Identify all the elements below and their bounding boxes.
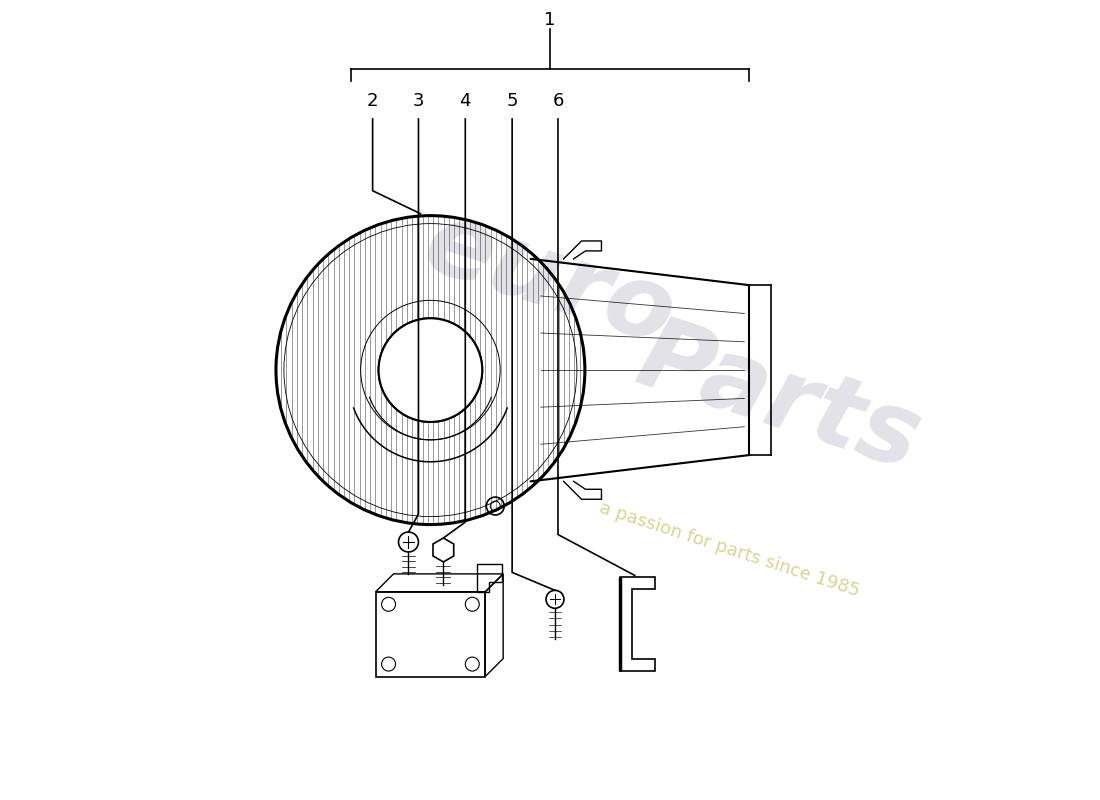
Text: a passion for parts since 1985: a passion for parts since 1985 [597,498,861,600]
Text: 6: 6 [552,92,563,110]
Text: 5: 5 [506,92,518,110]
Text: 2: 2 [367,92,378,110]
Text: Parts: Parts [626,309,933,491]
Circle shape [378,318,482,422]
Circle shape [378,318,482,422]
Text: 1: 1 [544,11,556,30]
Text: euro: euro [412,194,688,366]
Text: 4: 4 [460,92,471,110]
Text: 3: 3 [412,92,425,110]
